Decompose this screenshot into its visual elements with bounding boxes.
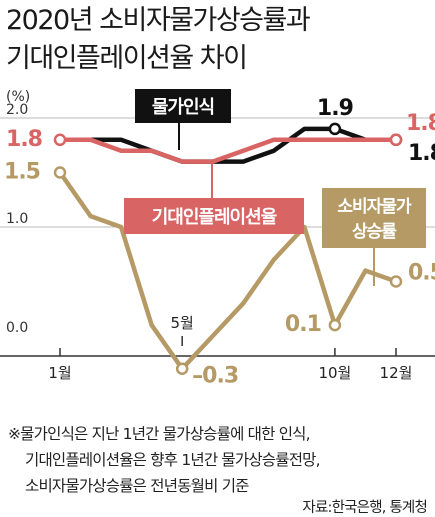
x-tick-label: 1월 (48, 364, 71, 382)
chart-title-line-2: 기대인플레이션율 차이 (6, 43, 248, 74)
legend-label-series-2-line-1: 소비자물가 (337, 197, 412, 217)
y-unit-label: (%) (6, 89, 30, 105)
data-label: 1.8 (408, 141, 435, 166)
source-note: 자료:한국은행, 통계청 (302, 500, 427, 516)
footnote-line-3: 소비자물가상승률은 전년동월비 기준 (25, 477, 249, 495)
footnote-line-2: 기대인플레이션율은 향후 1년간 물가상승률전망, (25, 451, 321, 469)
data-point-marker (389, 275, 403, 288)
series-line-1 (57, 137, 399, 164)
legend-box-series-1 (124, 198, 304, 234)
x-tick-label: 12월 (380, 364, 413, 382)
data-point-marker (175, 362, 189, 375)
x-tick-label: 10월 (318, 364, 351, 382)
data-label: 1.9 (317, 96, 353, 121)
legend-label-series-2-line-2: 상승률 (352, 222, 397, 242)
legend-label-series-0: 물가인식 (152, 97, 214, 118)
legend-box-series-2 (322, 188, 426, 248)
data-point-marker (389, 133, 403, 147)
legend-box-series-0 (135, 89, 231, 123)
data-label: 1.8 (6, 127, 42, 152)
y-tick-label: 0.0 (6, 320, 28, 336)
data-label: 1.8 (406, 111, 435, 136)
x-tick-label: 5월 (171, 314, 194, 332)
data-point-marker (328, 318, 342, 332)
data-label: –0.3 (192, 364, 238, 389)
footnote-line-1: ※물가인식은 지난 1년간 물가상승률에 대한 인식, (8, 425, 311, 443)
data-label: 1.5 (4, 160, 40, 185)
legend-label-series-1: 기대인플레이션율 (152, 207, 277, 228)
data-label: 0.5 (408, 261, 435, 286)
data-point-marker (328, 122, 342, 136)
chart-title-line-1: 2020년 소비자물가상승률과 (6, 5, 311, 36)
y-tick-label: 2.0 (6, 102, 28, 118)
data-point-marker (53, 166, 67, 179)
line-chart: (%) 0.0 1.0 2.0 1월 5월 10월 12월 1.9 1.8 1.8 1.8 1.5 –… (0, 89, 435, 389)
y-tick-label: 1.0 (6, 211, 28, 227)
data-label: 0.1 (285, 312, 321, 337)
data-point-marker (53, 133, 67, 147)
series-line-2 (57, 170, 399, 371)
